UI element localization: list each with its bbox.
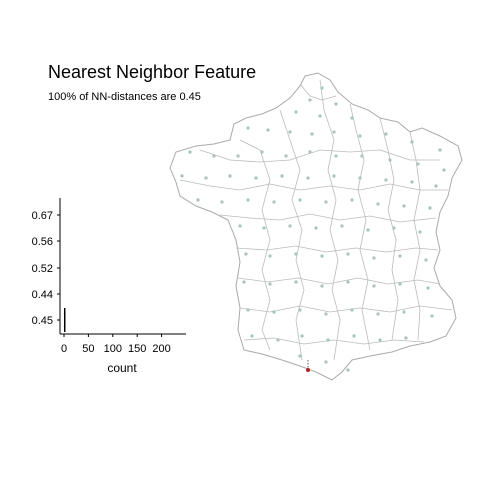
france-map: [169, 72, 463, 381]
y-tick-label: 0.44: [32, 289, 53, 301]
department-points: [180, 86, 446, 372]
histogram: 0.67 0.56 0.52 0.44 0.45 0 50 100 150 200 count: [32, 198, 186, 375]
x-tick-label: 100: [104, 343, 122, 355]
y-tick-labels: 0.67 0.56 0.52 0.44 0.45: [32, 210, 60, 327]
y-tick-label: 0.45: [32, 315, 53, 327]
histogram-bars: [64, 308, 66, 332]
x-axis-title: count: [107, 361, 137, 375]
histogram-bar: [64, 308, 66, 332]
chart-subtitle: 100% of NN-distances are 0.45: [48, 91, 201, 103]
selected-department-point: [306, 368, 310, 372]
x-tick-label: 200: [152, 343, 170, 355]
y-tick-label: 0.52: [32, 263, 53, 275]
y-tick-label: 0.67: [32, 210, 53, 222]
x-tick-label: 150: [128, 343, 146, 355]
y-tick-label: 0.56: [32, 236, 53, 248]
x-tick-label: 0: [61, 343, 67, 355]
x-tick-label: 50: [82, 343, 94, 355]
chart-title: Nearest Neighbor Feature: [48, 62, 257, 82]
x-tick-labels: 0 50 100 150 200: [61, 334, 171, 355]
